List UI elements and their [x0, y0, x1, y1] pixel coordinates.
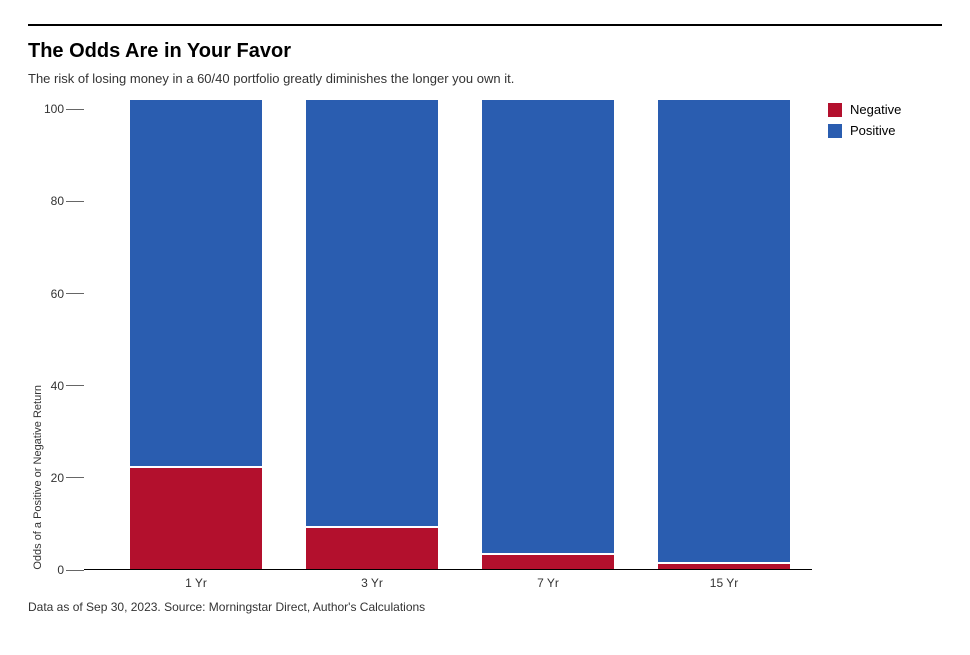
bar-column — [130, 100, 262, 569]
plot-area — [84, 100, 812, 570]
bars-container — [84, 100, 812, 569]
y-tick-label: 20 — [42, 471, 66, 485]
bar-segment-negative — [306, 528, 438, 569]
y-tick-label: 60 — [42, 287, 66, 301]
y-tick-label: 40 — [42, 379, 66, 393]
y-tick-mark — [66, 385, 84, 386]
y-tick: 0 — [42, 563, 84, 577]
bar-column — [658, 100, 790, 569]
y-tick: 100 — [42, 102, 84, 116]
y-axis-scale: 020406080100 — [44, 100, 84, 570]
bar-column — [306, 100, 438, 569]
bar-column — [482, 100, 614, 569]
y-tick-mark — [66, 109, 84, 110]
chart-area: Odds of a Positive or Negative Return 02… — [28, 100, 942, 590]
y-tick: 80 — [42, 194, 84, 208]
y-tick: 60 — [42, 287, 84, 301]
y-tick-mark — [66, 201, 84, 202]
bar-segment-positive — [658, 100, 790, 562]
y-tick-label: 100 — [42, 102, 66, 116]
y-tick-mark — [66, 293, 84, 294]
y-tick: 40 — [42, 379, 84, 393]
plot: 1 Yr 3 Yr 7 Yr 15 Yr — [84, 100, 812, 590]
chart-title: The Odds Are in Your Favor — [28, 40, 942, 63]
bar-segment-negative — [658, 564, 790, 569]
bar-segment-positive — [482, 100, 614, 553]
y-tick-mark — [66, 570, 84, 571]
top-rule — [28, 24, 942, 26]
legend-swatch — [828, 103, 842, 117]
x-axis-labels: 1 Yr 3 Yr 7 Yr 15 Yr — [84, 576, 812, 590]
x-axis-label: 15 Yr — [658, 576, 790, 590]
bar-segment-positive — [306, 100, 438, 526]
bar-segment-negative — [482, 555, 614, 569]
legend-item: Negative — [828, 102, 942, 117]
legend: Negative Positive — [812, 100, 942, 590]
y-tick-label: 80 — [42, 194, 66, 208]
chart-card: The Odds Are in Your Favor The risk of l… — [0, 0, 970, 655]
legend-label: Negative — [850, 102, 901, 117]
x-axis-label: 1 Yr — [130, 576, 262, 590]
y-tick-label: 0 — [42, 563, 66, 577]
y-tick: 20 — [42, 471, 84, 485]
legend-item: Positive — [828, 123, 942, 138]
y-tick-mark — [66, 477, 84, 478]
chart-footer: Data as of Sep 30, 2023. Source: Morning… — [28, 600, 942, 614]
chart-subtitle: The risk of losing money in a 60/40 port… — [28, 71, 942, 86]
x-axis-label: 3 Yr — [306, 576, 438, 590]
bar-segment-positive — [130, 100, 262, 466]
bar-segment-negative — [130, 468, 262, 569]
x-axis-label: 7 Yr — [482, 576, 614, 590]
legend-label: Positive — [850, 123, 896, 138]
legend-swatch — [828, 124, 842, 138]
